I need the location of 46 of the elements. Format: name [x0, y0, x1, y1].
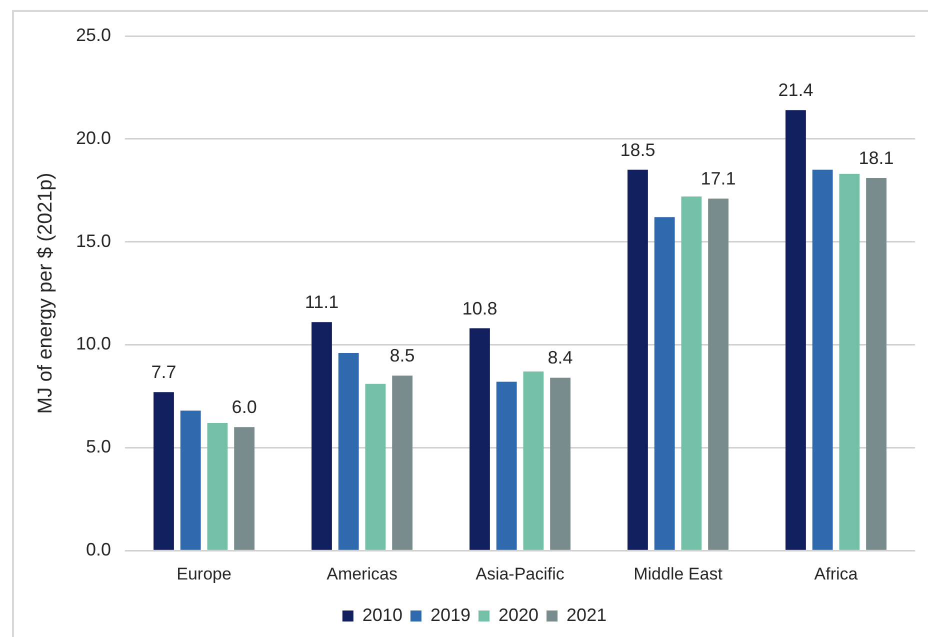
y-tick-label: 25.0	[76, 24, 112, 45]
bar	[681, 196, 702, 550]
bar	[839, 174, 860, 550]
x-tick-label: Middle East	[634, 564, 723, 584]
data-label: 8.4	[548, 348, 573, 368]
bar	[365, 384, 386, 550]
x-tick-label: Europe	[176, 564, 232, 584]
bar	[550, 378, 571, 550]
bar	[496, 382, 517, 550]
bar	[812, 170, 833, 550]
data-label: 6.0	[232, 397, 257, 418]
bar	[154, 392, 174, 550]
bar	[654, 217, 675, 550]
y-tick-label: 5.0	[86, 436, 112, 457]
bar	[523, 372, 544, 550]
bar	[470, 328, 490, 550]
x-tick-label: Americas	[326, 564, 398, 584]
legend-label: 2010	[362, 604, 402, 625]
x-tick-label: Asia-Pacific	[476, 564, 565, 584]
legend-label: 2020	[498, 604, 539, 625]
bar	[312, 322, 332, 550]
y-tick-label: 20.0	[76, 128, 112, 148]
data-label: 7.7	[151, 362, 176, 382]
bar	[234, 427, 255, 550]
y-tick-label: 0.0	[86, 540, 112, 560]
bar	[708, 198, 729, 550]
y-tick-label: 15.0	[76, 230, 112, 251]
data-label: 18.5	[620, 140, 656, 160]
bar	[338, 352, 359, 550]
data-label: 18.1	[858, 148, 894, 168]
bar	[786, 110, 806, 550]
bar	[392, 376, 413, 550]
bar	[866, 178, 886, 550]
data-label: 11.1	[304, 292, 339, 312]
data-label: 10.8	[462, 298, 498, 318]
y-axis-title: MJ of energy per $ (2021p)	[34, 172, 57, 414]
y-tick-label: 10.0	[76, 334, 112, 354]
data-label: 21.4	[778, 80, 814, 100]
data-label: 17.1	[700, 168, 736, 189]
bar	[628, 170, 648, 550]
x-tick-label: Africa	[814, 564, 858, 584]
bar	[180, 410, 201, 550]
legend-label: 2019	[430, 604, 471, 625]
bar	[207, 422, 228, 550]
data-label: 8.5	[390, 346, 415, 366]
legend-label: 2021	[566, 604, 607, 625]
